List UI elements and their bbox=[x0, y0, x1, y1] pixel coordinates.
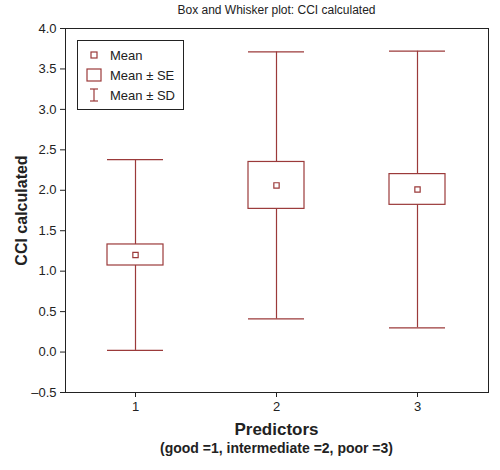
svg-text:3: 3 bbox=[414, 399, 421, 414]
svg-text:4.0: 4.0 bbox=[38, 21, 56, 36]
html-text:Mean: Mean bbox=[110, 47, 143, 63]
html-text:Box and Whisker plot: CCI calc: Box and Whisker plot: CCI calculated bbox=[177, 3, 376, 17]
svg-text:1.5: 1.5 bbox=[38, 223, 56, 238]
svg-text:0.0: 0.0 bbox=[38, 344, 56, 359]
svg-text:0.5: 0.5 bbox=[38, 304, 56, 319]
html-text:Predictors: Predictors bbox=[234, 420, 319, 439]
svg-text:CCI calculated: CCI calculated bbox=[13, 155, 30, 265]
html-text:Mean ± SE: Mean ± SE bbox=[110, 67, 175, 83]
svg-text:1: 1 bbox=[132, 399, 139, 414]
svg-text:2: 2 bbox=[273, 399, 280, 414]
svg-text:–0.5: –0.5 bbox=[31, 385, 56, 400]
svg-text:3.0: 3.0 bbox=[38, 102, 56, 117]
svg-text:2.0: 2.0 bbox=[38, 182, 56, 197]
html-text:Mean ± SD: Mean ± SD bbox=[110, 87, 175, 103]
svg-text:1.0: 1.0 bbox=[38, 263, 56, 278]
svg-text:2.5: 2.5 bbox=[38, 142, 56, 157]
svg-text:3.5: 3.5 bbox=[38, 61, 56, 76]
html-text:(good =1, intermediate =2, poo: (good =1, intermediate =2, poor =3) bbox=[160, 440, 393, 456]
